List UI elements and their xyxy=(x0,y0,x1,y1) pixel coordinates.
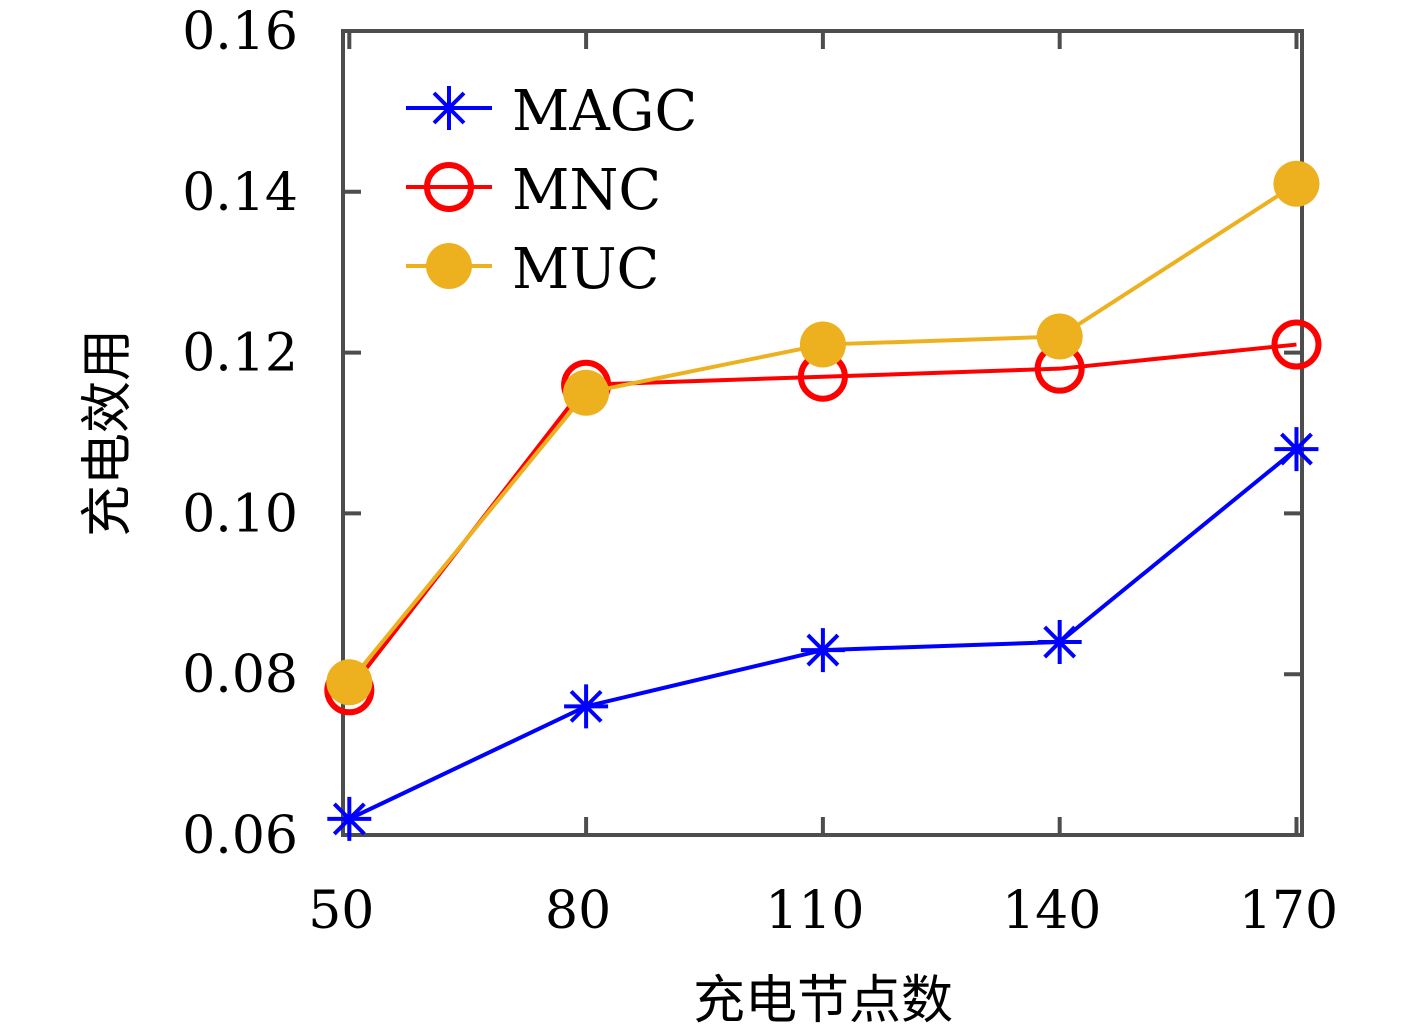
data-point-magc-stroke xyxy=(332,802,366,836)
y-tick-label: 0.16 xyxy=(182,2,298,62)
y-tick-label: 0.12 xyxy=(182,324,298,384)
data-point-muc xyxy=(1273,160,1320,207)
x-tick-label: 80 xyxy=(545,881,611,941)
x-tick-label: 140 xyxy=(1002,881,1101,941)
data-point-magc xyxy=(327,796,372,841)
series-muc xyxy=(326,160,1320,706)
x-axis-label: 充电节点数 xyxy=(693,971,953,1031)
data-point-muc xyxy=(326,659,373,706)
y-axis-label: 充电效用 xyxy=(78,329,138,537)
series-line-muc xyxy=(347,182,1298,684)
data-point-magc-stroke xyxy=(569,689,603,723)
y-tick-label: 0.14 xyxy=(182,163,298,223)
y-tick-label: 0.06 xyxy=(182,806,298,866)
data-point-magc-stroke xyxy=(1280,432,1313,466)
y-tick-label: 0.08 xyxy=(182,645,298,705)
legend-marker-muc xyxy=(426,243,472,289)
data-point-muc xyxy=(1036,313,1083,360)
legend-marker-magc xyxy=(427,86,471,130)
axes xyxy=(341,29,1304,837)
legend-item-mnc: MNC xyxy=(406,158,661,223)
legend-label: MAGC xyxy=(512,79,697,144)
legend-label: MNC xyxy=(512,158,661,223)
legend-marker-magc-stroke xyxy=(432,91,466,125)
data-point-magc xyxy=(1274,427,1319,472)
ticks: 50 80 110 140 170 0.06 0.08 0.10 0.12 0.14 0.16 xyxy=(182,2,1338,941)
series-magc xyxy=(327,427,1319,841)
data-point-muc xyxy=(799,321,846,368)
x-tick-label: 170 xyxy=(1239,881,1338,941)
data-point-muc xyxy=(563,369,610,416)
data-point-magc xyxy=(564,684,609,729)
legend-marker-mnc xyxy=(424,162,474,212)
data-point-magc-stroke xyxy=(1043,625,1077,659)
data-point-magc-stroke xyxy=(806,633,840,667)
data-point-mnc xyxy=(1271,319,1322,370)
legend-item-magc: MAGC xyxy=(406,79,697,144)
legend-label: MUC xyxy=(512,237,659,302)
axes-box xyxy=(341,29,1304,837)
data-point-magc xyxy=(1037,620,1082,665)
x-tick-label: 50 xyxy=(308,881,374,941)
series-layer xyxy=(324,160,1322,841)
legend-item-muc: MUC xyxy=(406,237,659,302)
data-point-magc xyxy=(800,628,845,673)
legend: MAGC MNC MUC xyxy=(406,79,697,302)
y-tick-label: 0.10 xyxy=(182,484,298,544)
x-tick-label: 110 xyxy=(765,881,864,941)
